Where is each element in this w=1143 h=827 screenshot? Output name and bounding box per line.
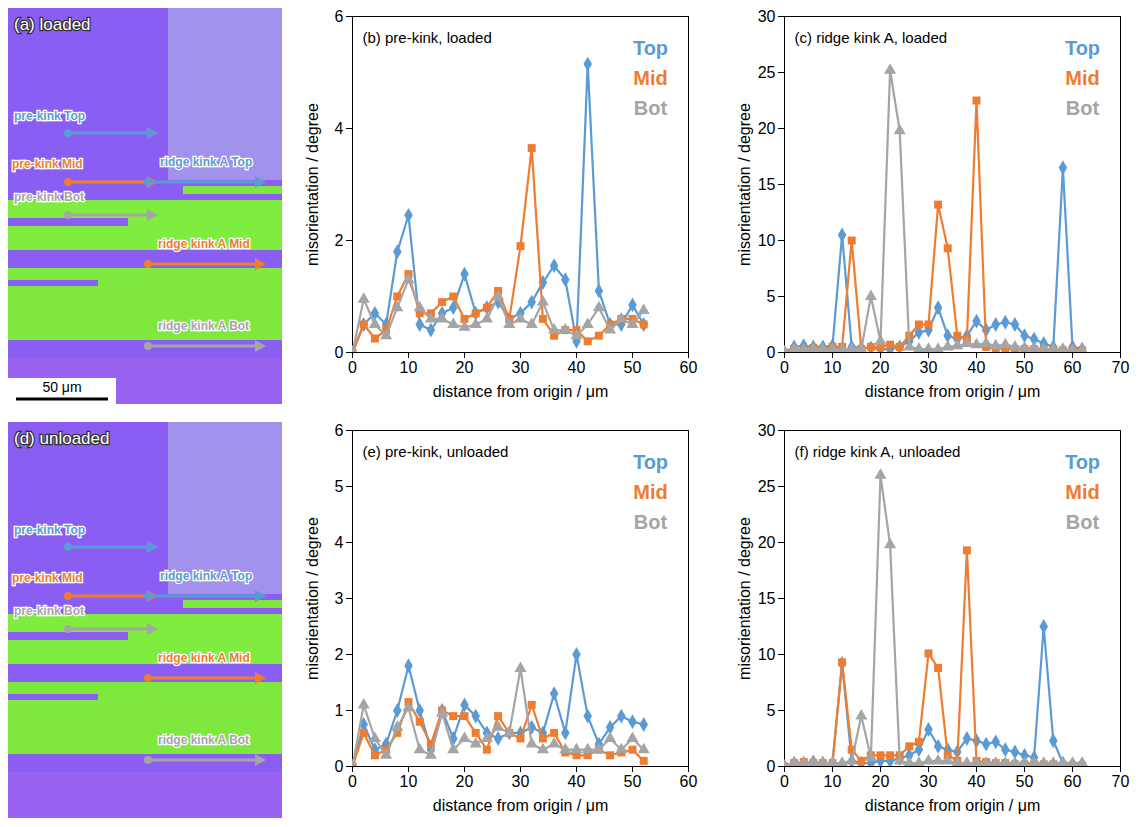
svg-text:0: 0 [767, 758, 776, 775]
svg-text:(a) loaded: (a) loaded [14, 15, 91, 34]
svg-text:Bot: Bot [1066, 97, 1100, 119]
svg-text:70: 70 [1112, 773, 1130, 790]
svg-text:ridge kink A Mid: ridge kink A Mid [158, 651, 250, 665]
svg-text:10: 10 [758, 646, 776, 663]
svg-text:15: 15 [758, 590, 776, 607]
svg-text:pre-kink Top: pre-kink Top [14, 109, 85, 123]
svg-text:distance from origin / μm: distance from origin / μm [433, 383, 609, 400]
svg-text:ridge kink A Bot: ridge kink A Bot [158, 733, 249, 747]
svg-text:2: 2 [335, 232, 344, 249]
svg-text:Bot: Bot [634, 511, 668, 533]
svg-text:3: 3 [335, 590, 344, 607]
svg-text:0: 0 [335, 758, 344, 775]
svg-text:(f) ridge kink A, unloaded: (f) ridge kink A, unloaded [795, 443, 961, 460]
svg-text:10: 10 [400, 359, 418, 376]
svg-text:Top: Top [1065, 451, 1100, 473]
svg-text:10: 10 [824, 359, 842, 376]
svg-text:4: 4 [335, 120, 344, 137]
svg-text:(e) pre-kink, unloaded: (e) pre-kink, unloaded [363, 443, 509, 460]
svg-text:50: 50 [624, 359, 642, 376]
svg-text:10: 10 [824, 773, 842, 790]
svg-text:30: 30 [758, 422, 776, 439]
svg-text:distance from origin / μm: distance from origin / μm [865, 797, 1041, 814]
svg-text:Mid: Mid [1065, 67, 1099, 89]
svg-text:20: 20 [456, 359, 474, 376]
svg-text:10: 10 [400, 773, 418, 790]
svg-text:30: 30 [512, 359, 530, 376]
svg-text:4: 4 [335, 534, 344, 551]
svg-text:40: 40 [968, 359, 986, 376]
svg-text:50 μm: 50 μm [42, 379, 81, 395]
svg-text:5: 5 [767, 288, 776, 305]
svg-text:6: 6 [335, 422, 344, 439]
svg-text:20: 20 [872, 773, 890, 790]
svg-text:pre-kink Mid: pre-kink Mid [12, 157, 83, 171]
svg-text:60: 60 [1064, 773, 1082, 790]
svg-text:ridge kink A Top: ridge kink A Top [160, 569, 252, 583]
svg-text:10: 10 [758, 232, 776, 249]
svg-text:misorientation / degree: misorientation / degree [736, 103, 753, 266]
svg-text:60: 60 [680, 359, 698, 376]
svg-text:Top: Top [633, 451, 668, 473]
svg-text:Top: Top [1065, 37, 1100, 59]
svg-text:20: 20 [456, 773, 474, 790]
svg-text:50: 50 [1016, 773, 1034, 790]
svg-text:5: 5 [767, 702, 776, 719]
svg-text:ridge kink A Top: ridge kink A Top [160, 155, 252, 169]
svg-text:pre-kink Top: pre-kink Top [14, 523, 85, 537]
svg-text:20: 20 [758, 534, 776, 551]
svg-text:Mid: Mid [633, 67, 667, 89]
svg-text:Bot: Bot [634, 97, 668, 119]
svg-text:0: 0 [348, 359, 357, 376]
svg-text:Bot: Bot [1066, 511, 1100, 533]
svg-text:70: 70 [1112, 359, 1130, 376]
svg-text:25: 25 [758, 64, 776, 81]
svg-text:50: 50 [624, 773, 642, 790]
svg-text:30: 30 [920, 359, 938, 376]
svg-text:30: 30 [512, 773, 530, 790]
svg-text:ridge kink A Bot: ridge kink A Bot [158, 319, 249, 333]
svg-text:(b) pre-kink, loaded: (b) pre-kink, loaded [363, 29, 492, 46]
svg-text:0: 0 [348, 773, 357, 790]
svg-text:0: 0 [780, 359, 789, 376]
svg-text:pre-kink Mid: pre-kink Mid [12, 571, 83, 585]
svg-text:distance from origin / μm: distance from origin / μm [433, 797, 609, 814]
svg-text:6: 6 [335, 8, 344, 25]
svg-text:60: 60 [680, 773, 698, 790]
svg-text:misorientation / degree: misorientation / degree [304, 103, 321, 266]
svg-text:0: 0 [780, 773, 789, 790]
svg-text:pre-kink Bot: pre-kink Bot [14, 604, 84, 618]
svg-text:Top: Top [633, 37, 668, 59]
svg-text:5: 5 [335, 478, 344, 495]
svg-text:60: 60 [1064, 359, 1082, 376]
svg-text:2: 2 [335, 646, 344, 663]
svg-text:25: 25 [758, 478, 776, 495]
svg-text:30: 30 [758, 8, 776, 25]
svg-text:20: 20 [758, 120, 776, 137]
svg-text:40: 40 [968, 773, 986, 790]
svg-text:50: 50 [1016, 359, 1034, 376]
svg-text:1: 1 [335, 702, 344, 719]
svg-text:Mid: Mid [633, 481, 667, 503]
svg-text:(c) ridge kink A, loaded: (c) ridge kink A, loaded [795, 29, 948, 46]
svg-text:misorientation / degree: misorientation / degree [736, 517, 753, 680]
svg-text:distance from origin / μm: distance from origin / μm [865, 383, 1041, 400]
svg-text:Mid: Mid [1065, 481, 1099, 503]
svg-text:0: 0 [767, 344, 776, 361]
svg-text:20: 20 [872, 359, 890, 376]
svg-text:15: 15 [758, 176, 776, 193]
svg-text:40: 40 [568, 359, 586, 376]
svg-text:40: 40 [568, 773, 586, 790]
svg-text:pre-kink Bot: pre-kink Bot [14, 190, 84, 204]
svg-text:ridge kink A Mid: ridge kink A Mid [158, 237, 250, 251]
svg-text:(d) unloaded: (d) unloaded [14, 429, 109, 448]
svg-text:0: 0 [335, 344, 344, 361]
svg-text:misorientation / degree: misorientation / degree [304, 517, 321, 680]
svg-text:30: 30 [920, 773, 938, 790]
